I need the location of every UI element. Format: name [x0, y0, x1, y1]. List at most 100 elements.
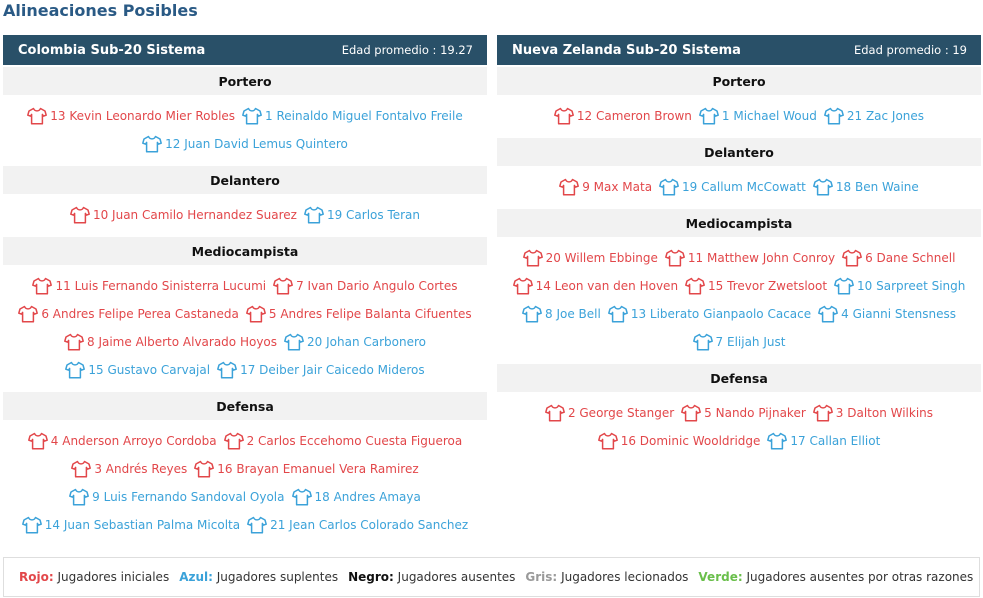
shirt-icon: [559, 178, 580, 196]
player-name: 3 Andrés Reyes: [94, 462, 188, 476]
player-name: 12 Juan David Lemus Quintero: [165, 137, 348, 151]
player-name: 14 Juan Sebastian Palma Micolta: [44, 518, 241, 532]
player-row: 8 Joe Bell 13 Liberato Gianpaolo Cacace 4 …: [497, 300, 981, 328]
player-link[interactable]: 2 George Stanger: [544, 404, 674, 422]
player-name: 18 Andres Amaya: [314, 490, 421, 504]
player-link[interactable]: 10 Juan Camilo Hernandez Suarez: [70, 206, 297, 224]
player-link[interactable]: 12 Juan David Lemus Quintero: [142, 135, 348, 153]
shirt-icon: [142, 135, 163, 153]
player-link[interactable]: 3 Dalton Wilkins: [812, 404, 934, 422]
section-title-defensa: Defensa: [497, 364, 981, 392]
player-link[interactable]: 7 Elijah Just: [692, 333, 785, 351]
player-name: 14 Leon van den Hoven: [535, 279, 679, 293]
player-link[interactable]: 19 Carlos Teran: [304, 206, 420, 224]
player-link[interactable]: 10 Sarpreet Singh: [834, 277, 965, 295]
legend-item-black: Negro: Jugadores ausentes: [348, 570, 515, 584]
player-row: 7 Elijah Just: [497, 328, 981, 356]
section-title-delantero: Delantero: [3, 166, 487, 194]
player-link[interactable]: 1 Reinaldo Miguel Fontalvo Freile: [242, 107, 463, 125]
player-list: 9 Max Mata 19 Callum McCowatt 18 Ben Waine: [497, 166, 981, 207]
player-link[interactable]: 5 Andres Felipe Balanta Cifuentes: [245, 305, 472, 323]
shirt-icon: [834, 277, 854, 295]
legend-description: Jugadores suplentes: [216, 570, 339, 584]
player-link[interactable]: 8 Joe Bell: [522, 305, 601, 323]
team-name[interactable]: Colombia Sub-20 Sistema: [18, 42, 206, 58]
player-link[interactable]: 20 Willem Ebbinge: [522, 249, 658, 267]
player-link[interactable]: 3 Andrés Reyes: [71, 460, 187, 478]
legend-key: Negro:: [348, 570, 394, 584]
shirt-icon: [194, 460, 215, 478]
player-row: 15 Gustavo Carvajal 17 Deiber Jair Caiced…: [3, 356, 487, 384]
shirt-icon: [21, 516, 42, 534]
player-list: 2 George Stanger 5 Nando Pijnaker 3 Dalton…: [497, 392, 981, 461]
legend-description: Jugadores iniciales: [57, 570, 170, 584]
player-link[interactable]: 11 Luis Fernando Sinisterra Lucumi: [32, 277, 266, 295]
team-header: Nueva Zelanda Sub-20 Sistema Edad promed…: [497, 35, 981, 65]
player-link[interactable]: 20 Johan Carbonero: [284, 333, 426, 351]
player-name: 13 Liberato Gianpaolo Cacace: [630, 307, 812, 321]
player-link[interactable]: 19 Callum McCowatt: [659, 178, 806, 196]
player-row: 11 Luis Fernando Sinisterra Lucumi 7 Ivan…: [3, 272, 487, 300]
player-link[interactable]: 13 Kevin Leonardo Mier Robles: [27, 107, 235, 125]
player-link[interactable]: 5 Nando Pijnaker: [681, 404, 806, 422]
player-row: 4 Anderson Arroyo Cordoba 2 Carlos Ecceho…: [3, 427, 487, 455]
player-link[interactable]: 6 Dane Schnell: [842, 249, 955, 267]
player-name: 19 Callum McCowatt: [682, 180, 806, 194]
team-panel-new-zealand: Nueva Zelanda Sub-20 Sistema Edad promed…: [497, 35, 981, 461]
player-link[interactable]: 6 Andres Felipe Perea Castaneda: [18, 305, 239, 323]
player-row: 8 Jaime Alberto Alvarado Hoyos 20 Johan C…: [3, 328, 487, 356]
player-name: 21 Jean Carlos Colorado Sanchez: [270, 518, 469, 532]
player-link[interactable]: 21 Jean Carlos Colorado Sanchez: [247, 516, 468, 534]
shirt-icon: [767, 432, 788, 450]
player-link[interactable]: 9 Luis Fernando Sandoval Oyola: [69, 488, 285, 506]
player-link[interactable]: 14 Juan Sebastian Palma Micolta: [21, 516, 241, 534]
player-link[interactable]: 21 Zac Jones: [823, 107, 924, 125]
shirt-icon: [544, 404, 565, 422]
player-link[interactable]: 4 Anderson Arroyo Cordoba: [27, 432, 217, 450]
lineup-sections: Portero 13 Kevin Leonardo Mier Robles 1 Re…: [3, 67, 487, 545]
legend: Rojo: Jugadores iniciales Azul: Jugadores…: [3, 557, 980, 597]
player-list: 13 Kevin Leonardo Mier Robles 1 Reinaldo …: [3, 95, 487, 164]
shirt-icon: [242, 107, 262, 125]
player-link[interactable]: 17 Callan Elliot: [767, 432, 880, 450]
player-link[interactable]: 1 Michael Woud: [698, 107, 817, 125]
player-name: 3 Dalton Wilkins: [835, 406, 934, 420]
player-row: 3 Andrés Reyes 16 Brayan Emanuel Vera Ram…: [3, 455, 487, 483]
player-link[interactable]: 2 Carlos Eccehomo Cuesta Figueroa: [223, 432, 463, 450]
shirt-icon: [812, 404, 833, 422]
shirt-icon: [812, 178, 833, 196]
player-row: 13 Kevin Leonardo Mier Robles 1 Reinaldo …: [3, 102, 487, 130]
player-link[interactable]: 17 Deiber Jair Caicedo Mideros: [217, 361, 425, 379]
shirt-icon: [304, 206, 324, 224]
player-name: 19 Carlos Teran: [326, 208, 421, 222]
shirt-icon: [27, 432, 48, 450]
shirt-icon: [823, 107, 844, 125]
legend-description: Jugadores lecionados: [561, 570, 689, 584]
player-link[interactable]: 8 Jaime Alberto Alvarado Hoyos: [64, 333, 277, 351]
player-name: 1 Reinaldo Miguel Fontalvo Freile: [265, 109, 463, 123]
shirt-icon: [223, 432, 244, 450]
player-name: 18 Ben Waine: [835, 180, 919, 194]
lineup-sections: Portero 12 Cameron Brown 1 Michael Woud 21 …: [497, 67, 981, 461]
player-link[interactable]: 9 Max Mata: [559, 178, 652, 196]
player-link[interactable]: 12 Cameron Brown: [553, 107, 692, 125]
player-link[interactable]: 18 Ben Waine: [812, 178, 919, 196]
shirt-icon: [664, 249, 685, 267]
player-link[interactable]: 16 Dominic Wooldridge: [597, 432, 760, 450]
legend-key: Verde:: [698, 570, 743, 584]
player-link[interactable]: 13 Liberato Gianpaolo Cacace: [607, 305, 812, 323]
player-name: 2 Carlos Eccehomo Cuesta Figueroa: [246, 434, 463, 448]
player-link[interactable]: 15 Gustavo Carvajal: [65, 361, 210, 379]
team-name[interactable]: Nueva Zelanda Sub-20 Sistema: [512, 42, 741, 58]
player-link[interactable]: 18 Andres Amaya: [291, 488, 421, 506]
player-link[interactable]: 16 Brayan Emanuel Vera Ramirez: [194, 460, 419, 478]
player-link[interactable]: 7 Ivan Dario Angulo Cortes: [273, 277, 458, 295]
shirt-icon: [842, 249, 863, 267]
player-link[interactable]: 14 Leon van den Hoven: [512, 277, 679, 295]
team-header: Colombia Sub-20 Sistema Edad promedio : …: [3, 35, 487, 65]
player-link[interactable]: 11 Matthew John Conroy: [664, 249, 835, 267]
shirt-icon: [512, 277, 533, 295]
player-link[interactable]: 15 Trevor Zwetsloot: [685, 277, 827, 295]
player-link[interactable]: 4 Gianni Stensness: [818, 305, 956, 323]
shirt-icon: [553, 107, 574, 125]
